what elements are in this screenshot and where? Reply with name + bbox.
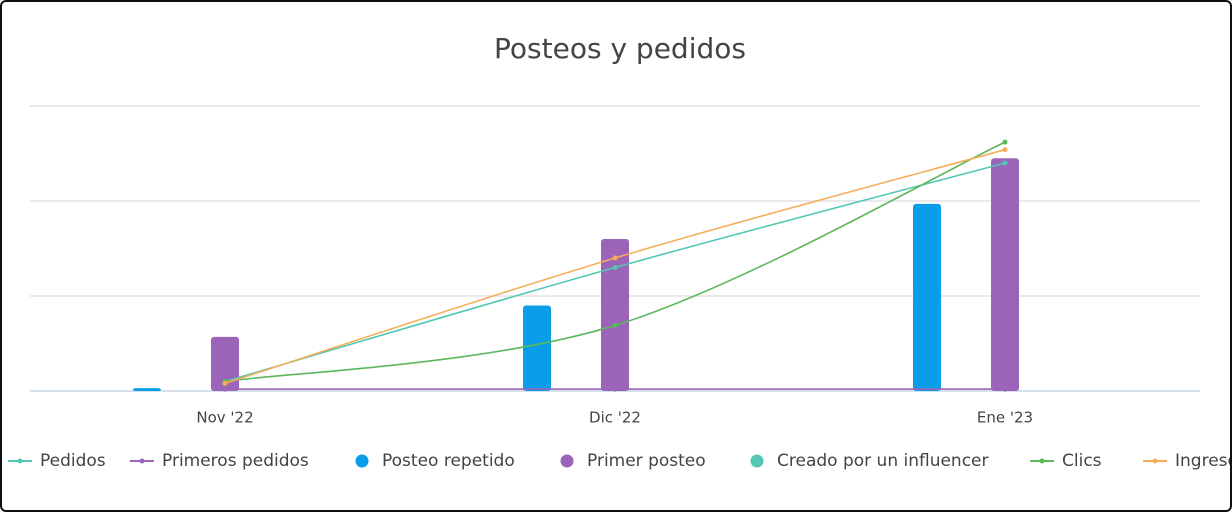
legend-label: Ingresos [1175,451,1230,471]
point [612,265,618,270]
x-tick-label: Dic '22 [589,409,641,427]
point [612,386,618,392]
point [1002,386,1008,392]
bar [601,239,629,391]
legend-icon [139,458,145,464]
legend-label: Primer posteo [587,451,706,471]
chart-title: Posteos y pedidos [494,32,746,65]
bar [523,305,551,391]
point [1002,147,1008,153]
legend-icon [1152,458,1158,464]
legend-label: Primeros pedidos [162,451,309,471]
point [612,322,618,328]
x-tick-label: Nov '22 [196,409,253,427]
bar [133,388,161,391]
point [1002,160,1008,166]
legend-label: Creado por un influencer [777,451,989,471]
point [222,380,228,386]
legend-icon [355,454,369,468]
legend-label: Pedidos [40,451,106,471]
bar [991,158,1019,391]
legend-icon [560,454,574,468]
legend-label: Posteo repetido [382,451,515,471]
bar [211,336,239,391]
legend-label: Clics [1062,451,1102,471]
point [612,255,618,261]
point [222,386,228,392]
legend-icon [17,458,23,464]
legend-icon [750,454,764,468]
bar [913,203,941,391]
x-tick-label: Ene '23 [977,409,1033,427]
point [1002,139,1008,145]
legend-icon [1039,458,1045,464]
